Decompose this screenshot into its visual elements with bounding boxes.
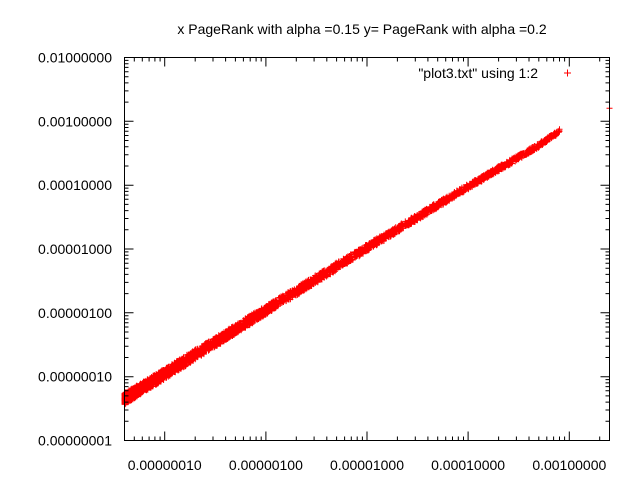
scatter-markers: [121, 105, 613, 408]
y-tick-label: 0.00001000: [38, 241, 112, 257]
y-tick-labels: 0.00000001 0.00000010 0.00000100 0.00001000…: [38, 50, 112, 449]
legend-plus-icon: [564, 69, 571, 77]
y-tick-label: 0.00010000: [38, 177, 112, 193]
x-tick-labels: 0.00000010 0.00000100 0.00001000 0.00010000…: [128, 457, 607, 473]
x-tick-label: 0.00000010: [128, 457, 202, 473]
plot-frame: [124, 57, 610, 441]
y-tick-label: 0.01000000: [38, 50, 112, 66]
y-tick-label: 0.00100000: [38, 113, 112, 129]
x-tick-label: 0.00000100: [229, 457, 303, 473]
legend-label: "plot3.txt" using 1:2: [418, 65, 538, 81]
scatter-points: [121, 126, 563, 408]
x-tick-label: 0.00001000: [330, 457, 404, 473]
chart-title: x PageRank with alpha =0.15 y= PageRank …: [177, 21, 547, 37]
y-tick-label: 0.00000010: [38, 369, 112, 385]
x-tick-label: 0.00100000: [532, 457, 606, 473]
y-tick-label: 0.00000100: [38, 305, 112, 321]
legend: "plot3.txt" using 1:2: [418, 65, 571, 81]
y-tick-label: 0.00000001: [38, 433, 112, 449]
legend-marker-plus: [564, 69, 571, 77]
x-tick-label: 0.00010000: [431, 457, 505, 473]
